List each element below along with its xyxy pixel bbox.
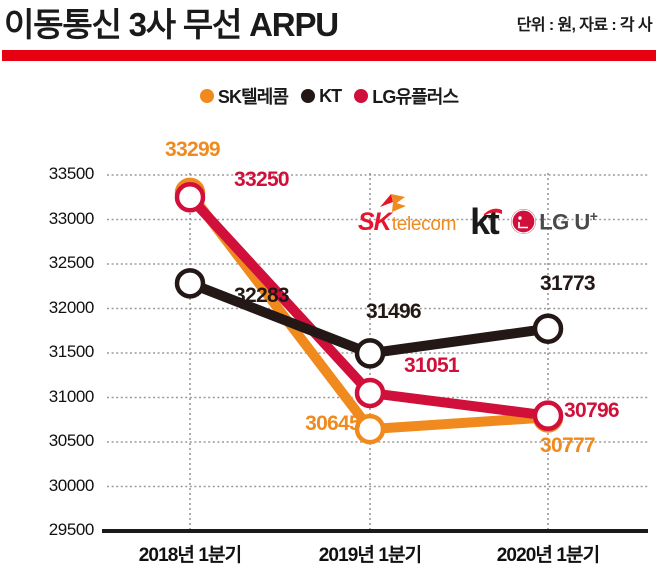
y-axis-tick-label: 30500: [48, 431, 95, 450]
y-axis-tick-label: 29500: [48, 520, 95, 539]
data-point-marker[interactable]: [174, 268, 206, 299]
page-title: 이동통신 3사 무선 ARPU: [4, 6, 339, 43]
y-axis-tick-label: 33000: [48, 208, 95, 228]
legend-dot-icon-lg-uplus: [354, 89, 369, 103]
lg-face-glyph-icon: [511, 209, 536, 235]
sk-telecom-butterfly-icon: [380, 193, 406, 212]
kt-logo-red-swoosh-icon: [484, 208, 503, 216]
legend-dot-icon-kt: [301, 89, 316, 103]
sk-logo-mark: SK: [358, 207, 392, 236]
y-axis-tick-label: 31500: [48, 342, 95, 361]
sk-logo-wordmark: telecom: [391, 213, 457, 235]
x-axis-tick-label: 2018년 1분기: [138, 545, 242, 566]
legend-item-lg-uplus: LG유플러스: [354, 83, 459, 109]
data-point-marker[interactable]: [354, 413, 386, 445]
x-axis-tick-label: 2020년 1분기: [496, 545, 600, 566]
lg-uplus-logo: LG U+: [511, 208, 598, 235]
data-value-label: 33299: [165, 137, 221, 161]
data-value-label: 33250: [234, 168, 290, 192]
sk-telecom-logo: SK telecom: [358, 193, 457, 237]
data-point-marker[interactable]: [174, 182, 206, 213]
brand-logo-group: SK telecom kt LG U+: [358, 193, 598, 244]
data-value-label: 30777: [540, 434, 596, 458]
legend-item-kt: KT: [301, 85, 342, 107]
legend-dot-icon-sk-telecom: [199, 89, 214, 103]
data-point-marker[interactable]: [532, 313, 564, 344]
y-axis-tick-label: 30000: [48, 475, 95, 495]
chart-header: 이동통신 3사 무선 ARPU 단위 : 원, 자료 : 각 사: [0, 0, 658, 68]
kt-logo: kt: [470, 204, 503, 240]
data-point-marker[interactable]: [354, 338, 386, 369]
y-axis-tick-label: 32000: [48, 297, 95, 317]
data-point-marker[interactable]: [532, 400, 564, 431]
x-axis-tick-label: 2019년 1분기: [318, 545, 422, 566]
chart-subtitle: 단위 : 원, 자료 : 각 사: [516, 17, 653, 34]
legend-item-sk-telecom: SK텔레콤: [199, 83, 289, 109]
data-value-label: 31773: [540, 271, 596, 295]
data-value-label: 31051: [404, 353, 460, 377]
data-value-label: 31496: [366, 300, 422, 324]
y-axis-tick-label: 32500: [48, 253, 95, 272]
y-axis-tick-label: 33500: [48, 164, 95, 183]
chart-legend: SK텔레콤 KT LG유플러스: [0, 83, 658, 109]
header-rule-divider: [2, 50, 656, 61]
lg-uplus-wordmark: LG U+: [539, 208, 598, 235]
lg-face-circle-icon: [511, 209, 537, 235]
legend-label-lg-uplus: LG유플러스: [372, 87, 459, 107]
data-value-label: 30796: [564, 398, 620, 422]
data-value-label: 30645: [305, 412, 361, 436]
legend-label-kt: KT: [319, 85, 342, 106]
legend-label-sk-telecom: SK텔레콤: [217, 87, 289, 107]
y-axis-tick-label: 31000: [48, 386, 95, 406]
data-value-label: 32283: [234, 284, 290, 308]
data-point-marker[interactable]: [354, 377, 386, 409]
